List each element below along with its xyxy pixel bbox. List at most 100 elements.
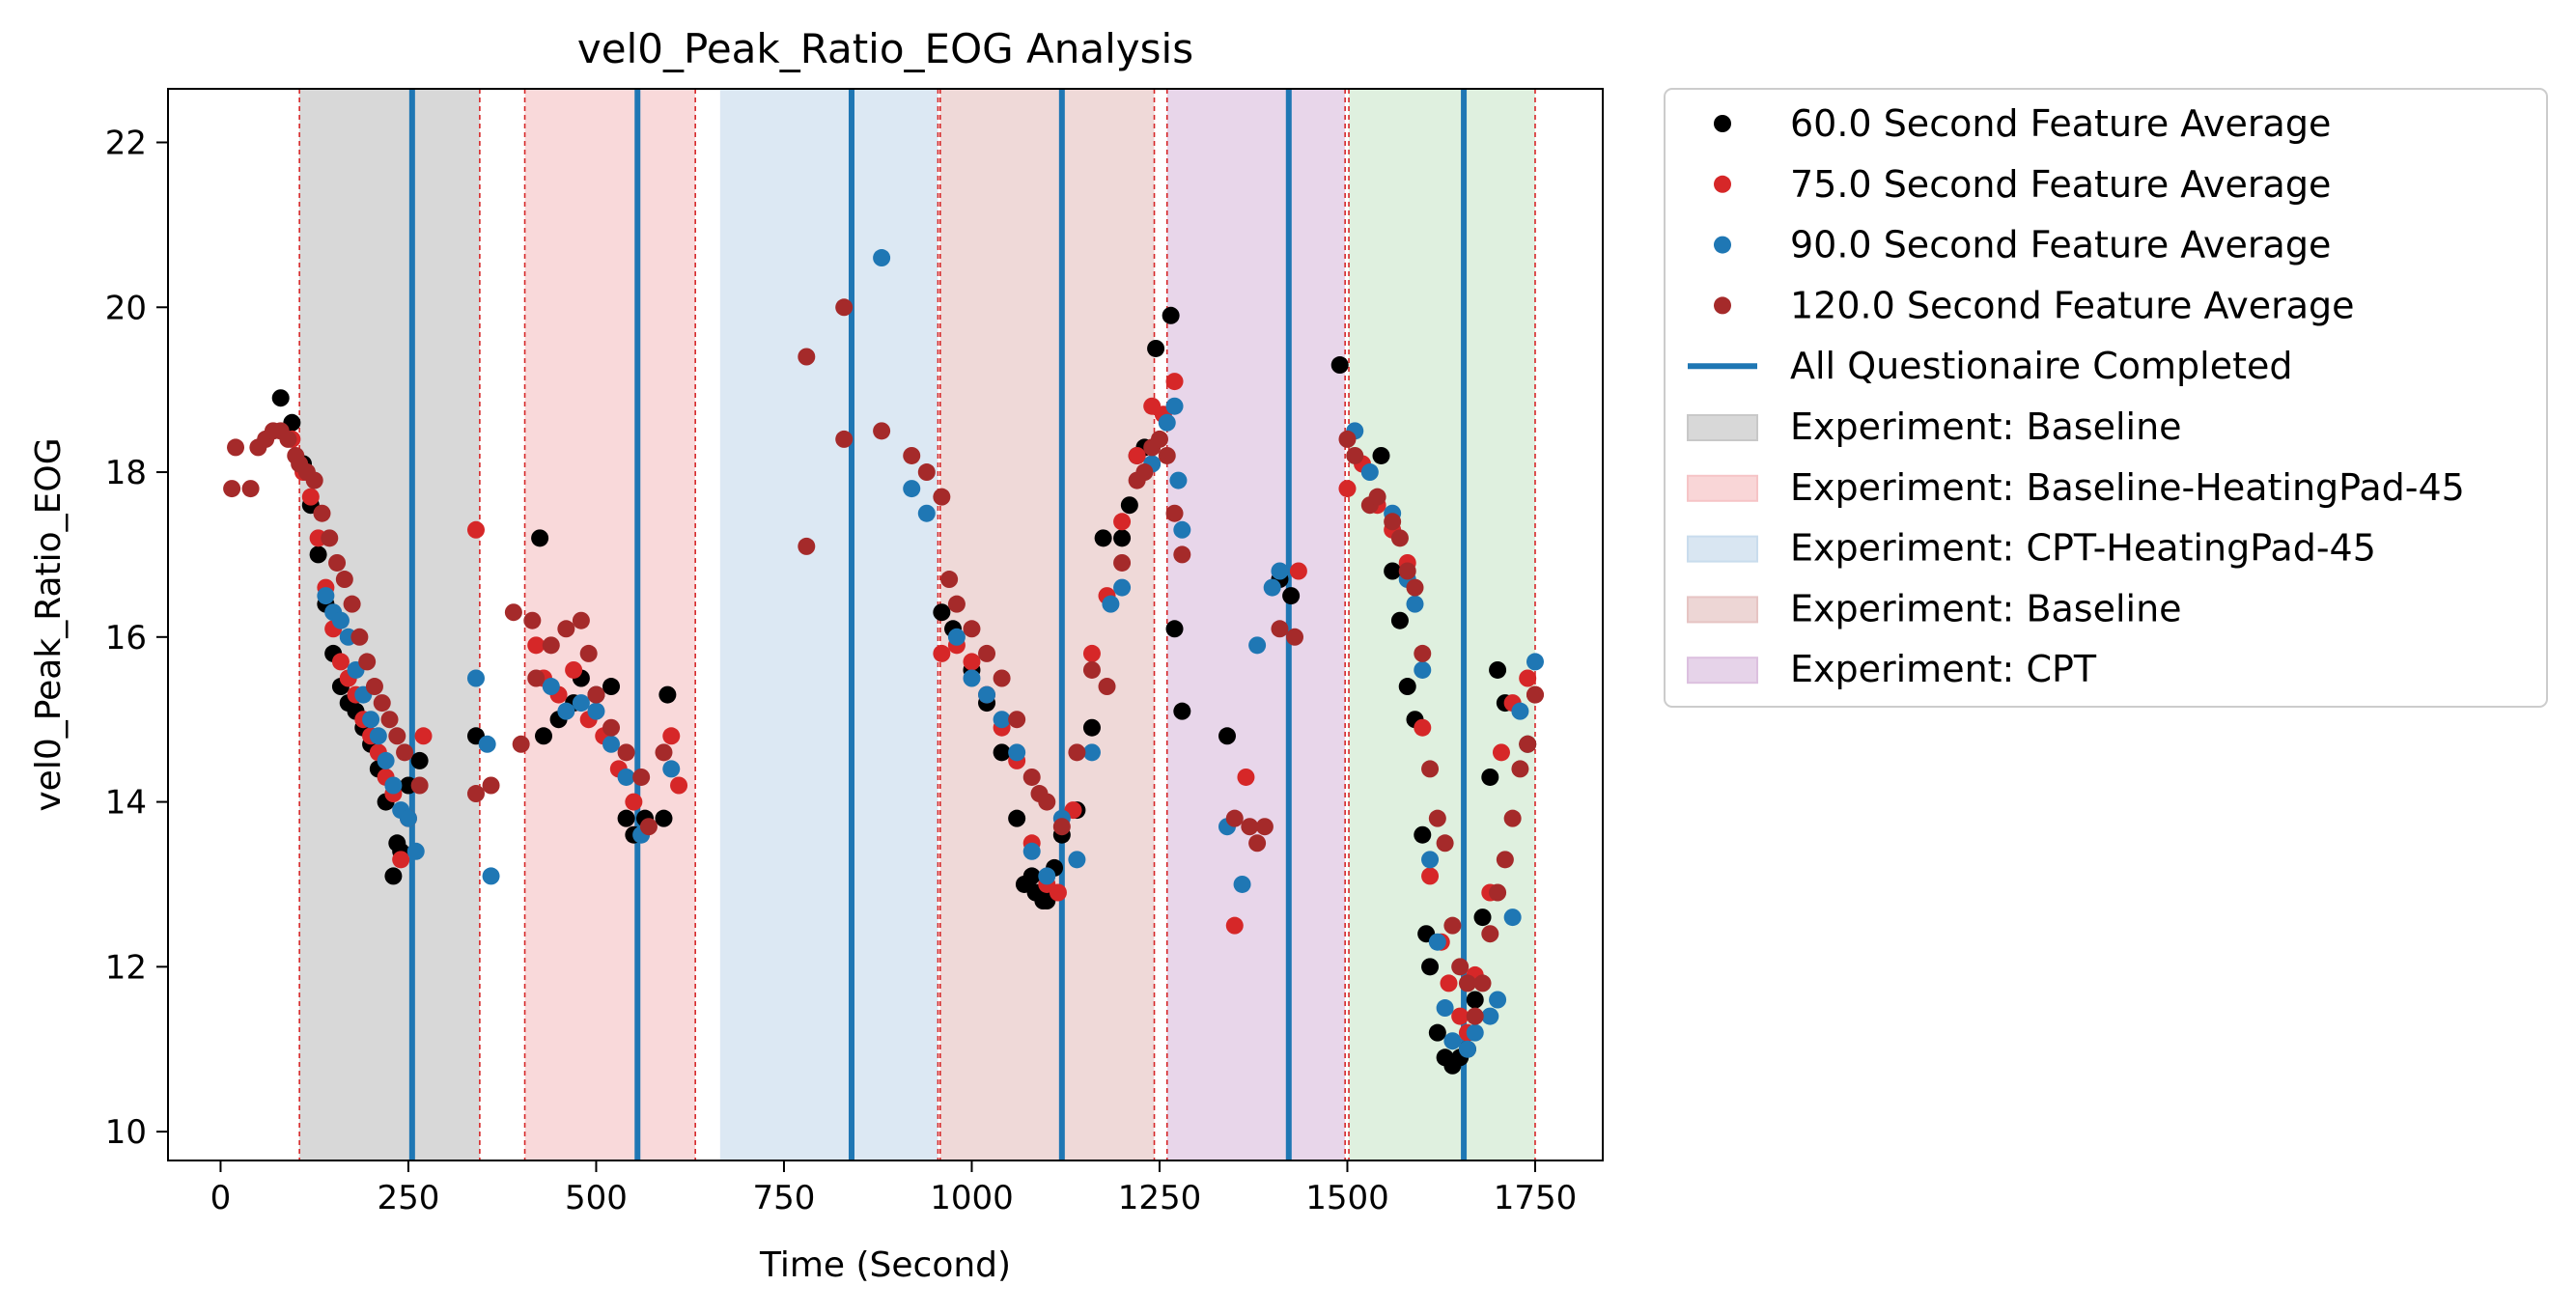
data-point-s3-82: [1398, 562, 1416, 580]
data-point-s0-63: [1398, 678, 1416, 696]
data-point-s3-99: [1526, 685, 1544, 704]
data-point-s1-30: [963, 653, 981, 671]
data-point-s0-47: [1094, 529, 1112, 547]
data-point-s2-47: [1263, 578, 1281, 597]
data-point-s2-8: [377, 751, 395, 769]
data-point-s1-21: [565, 660, 583, 679]
data-point-s3-43: [835, 430, 854, 448]
data-point-s1-46: [1237, 768, 1255, 786]
boundary-line-layer: [298, 89, 1536, 1160]
data-point-s1-28: [933, 644, 951, 662]
data-point-s3-36: [602, 718, 621, 737]
data-point-s3-54: [1008, 711, 1026, 729]
data-point-s1-14: [392, 851, 410, 869]
data-point-s3-2: [241, 480, 260, 498]
data-point-s0-52: [1147, 339, 1165, 357]
region-band-5: [1349, 89, 1535, 1160]
data-point-s2-62: [1489, 991, 1507, 1009]
data-point-s2-33: [1038, 867, 1056, 885]
data-point-s2-16: [542, 678, 560, 696]
data-point-s3-31: [542, 636, 560, 655]
data-point-s3-93: [1481, 925, 1499, 943]
legend-marker-2: [1714, 236, 1731, 254]
data-point-s1-25: [625, 793, 643, 811]
data-point-s3-20: [373, 694, 391, 713]
data-point-s2-7: [369, 727, 387, 745]
data-point-s2-64: [1511, 702, 1529, 720]
data-point-s2-65: [1526, 653, 1544, 671]
data-point-s3-94: [1489, 883, 1507, 902]
legend-label-5: Experiment: Baseline: [1790, 405, 2182, 448]
data-point-s0-75: [1481, 768, 1499, 786]
data-point-s3-45: [873, 422, 891, 440]
data-point-s3-89: [1451, 958, 1470, 976]
data-point-s0-18: [410, 751, 429, 769]
data-point-s2-50: [1360, 463, 1379, 482]
data-point-s3-48: [933, 488, 951, 506]
data-point-s1-56: [1440, 974, 1458, 992]
legend-label-3: 120.0 Second Feature Average: [1790, 284, 2355, 326]
data-point-s2-63: [1503, 909, 1522, 927]
data-point-s1-16: [414, 727, 433, 745]
y-tick-label-5: 20: [105, 289, 147, 327]
y-ticks: 10 12 14 16 18 20 22: [105, 125, 168, 1152]
data-point-s3-72: [1248, 834, 1267, 853]
chart-title: vel0_Peak_Ratio_EOG Analysis: [577, 25, 1193, 72]
data-point-s3-35: [587, 685, 605, 704]
data-point-s0-27: [617, 809, 635, 827]
data-point-s1-53: [1414, 718, 1432, 737]
data-point-s3-52: [978, 644, 996, 662]
data-point-s2-17: [557, 702, 575, 720]
legend-label-2: 90.0 Second Feature Average: [1790, 224, 2331, 266]
data-point-s2-25: [903, 480, 921, 498]
data-point-s3-27: [504, 603, 522, 622]
data-point-s1-26: [662, 727, 681, 745]
data-point-s3-44: [835, 298, 854, 317]
data-point-s1-63: [1519, 669, 1537, 687]
y-tick-label-3: 16: [105, 619, 147, 657]
data-point-s2-61: [1481, 1007, 1499, 1025]
data-point-s0-61: [1384, 562, 1402, 580]
data-point-s0-67: [1421, 958, 1440, 976]
data-point-s2-21: [617, 768, 635, 786]
data-point-s2-23: [662, 760, 681, 778]
data-point-s0-31: [658, 685, 677, 704]
points-layer: [223, 249, 1544, 1075]
region-layer: [299, 89, 1535, 1160]
data-point-s2-9: [384, 776, 403, 795]
data-point-s2-60: [1466, 1023, 1484, 1042]
data-point-s3-47: [917, 463, 936, 482]
data-point-s3-61: [1098, 678, 1116, 696]
data-point-s3-15: [335, 571, 353, 589]
legend-marker-0: [1714, 115, 1731, 132]
data-point-s3-64: [1135, 463, 1154, 482]
data-point-s1-6: [331, 653, 350, 671]
legend-label-0: 60.0 Second Feature Average: [1790, 102, 2331, 145]
data-point-s3-33: [572, 611, 590, 629]
data-point-s2-28: [963, 669, 981, 687]
legend-marker-1: [1714, 175, 1731, 193]
data-point-s0-46: [1082, 718, 1101, 737]
legend-marker-9: [1687, 657, 1758, 685]
data-point-s2-48: [1271, 562, 1289, 580]
data-point-s2-41: [1165, 397, 1184, 415]
data-point-s3-21: [380, 711, 399, 729]
legend-frame: [1664, 88, 2548, 708]
region-band-4: [1166, 89, 1346, 1160]
data-point-s2-43: [1173, 520, 1191, 539]
data-point-s0-20: [531, 529, 549, 547]
data-point-s2-0: [317, 587, 335, 605]
data-point-s2-56: [1428, 933, 1446, 951]
x-tick-label-7: 1750: [1494, 1179, 1578, 1217]
data-point-s2-6: [362, 711, 380, 729]
data-point-s3-34: [579, 644, 598, 662]
data-point-s3-57: [1038, 793, 1056, 811]
data-point-s3-77: [1346, 446, 1364, 464]
data-point-s3-23: [396, 743, 414, 762]
legend-label-7: Experiment: CPT-HeatingPad-45: [1790, 527, 2376, 570]
data-point-s3-46: [903, 446, 921, 464]
data-point-s3-19: [365, 678, 383, 696]
data-point-s3-18: [358, 653, 377, 671]
data-point-s2-40: [1158, 413, 1176, 432]
